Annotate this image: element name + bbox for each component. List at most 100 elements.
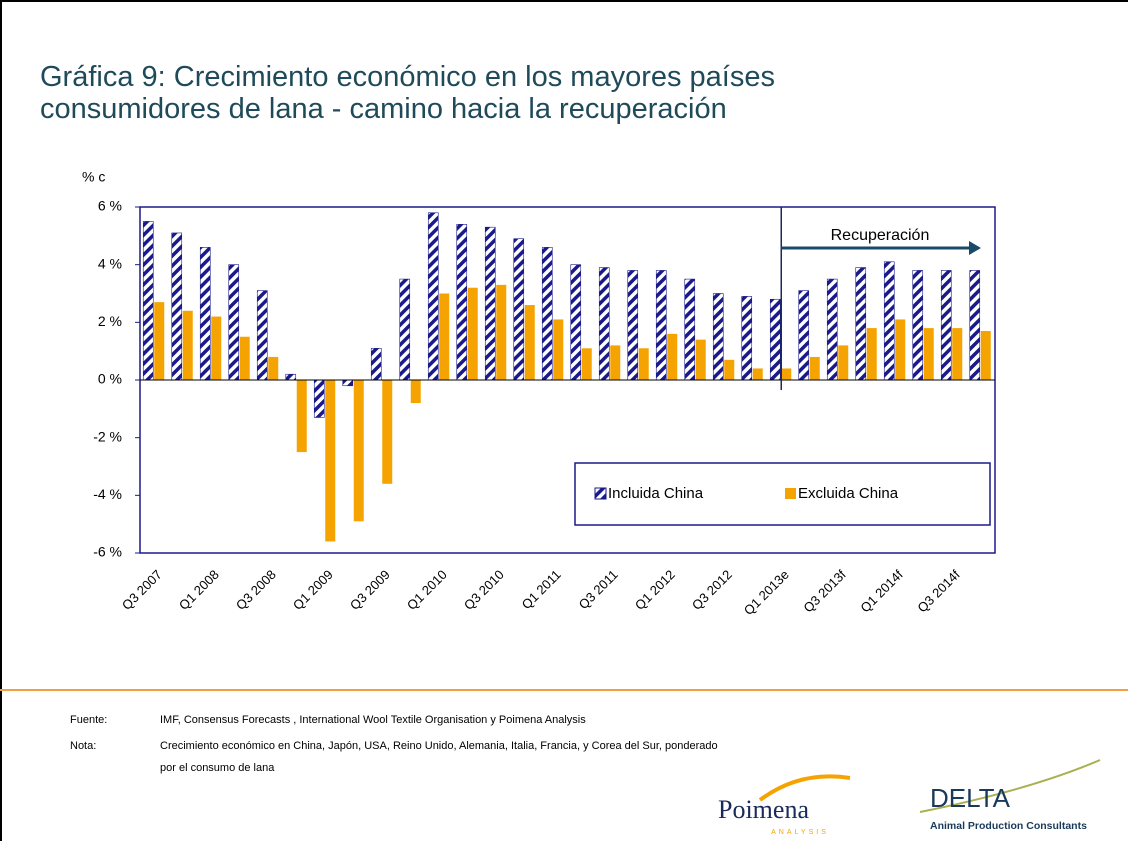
source: IMF, Consensus Forecasts , International… xyxy=(160,714,586,726)
bar xyxy=(342,379,354,387)
x-tick-label: Q3 2012 xyxy=(689,567,735,613)
bar xyxy=(496,284,507,380)
bar xyxy=(370,347,382,381)
bar xyxy=(627,270,639,381)
bar xyxy=(838,345,849,380)
bar xyxy=(912,270,924,381)
bar xyxy=(895,319,906,380)
x-tick-label: Q1 2010 xyxy=(404,567,450,613)
bar xyxy=(752,368,763,380)
bar xyxy=(667,333,678,380)
y-tick-label: 4 % xyxy=(98,255,122,271)
bar xyxy=(154,302,165,380)
bar xyxy=(952,328,963,380)
bar xyxy=(655,270,667,381)
legend-swatch xyxy=(785,488,796,499)
bar xyxy=(211,316,222,380)
bar xyxy=(855,267,867,381)
bar xyxy=(285,373,297,381)
logo-swoosh xyxy=(919,759,1101,813)
bar xyxy=(724,359,735,380)
bar xyxy=(171,232,183,381)
x-tick-label: Q1 2013e xyxy=(741,567,792,618)
bar xyxy=(239,336,250,380)
note-label: Nota: xyxy=(70,740,96,752)
y-axis-label: % c xyxy=(82,169,105,185)
x-tick-label: Q3 2013f xyxy=(800,567,849,616)
bar xyxy=(410,380,421,404)
bar xyxy=(524,305,535,380)
bar xyxy=(467,287,478,380)
bar xyxy=(598,267,610,381)
bar xyxy=(325,380,336,542)
bar xyxy=(798,290,810,381)
logo-poimena-sub: ANALYSIS xyxy=(771,829,829,836)
bar xyxy=(940,270,952,381)
x-tick-label: Q3 2014f xyxy=(914,567,963,616)
bar xyxy=(969,270,981,381)
annotation: Recuperación xyxy=(831,227,930,244)
bar xyxy=(638,348,649,380)
bar xyxy=(268,356,279,380)
bar xyxy=(826,278,838,381)
x-tick-label: Q1 2009 xyxy=(290,567,336,613)
bar xyxy=(228,264,240,381)
x-tick-label: Q1 2014f xyxy=(857,567,906,616)
bar xyxy=(553,319,564,380)
y-tick-label: 0 % xyxy=(98,371,122,387)
chart-title: Gráfica 9: Crecimiento económico en los … xyxy=(40,61,775,93)
bar xyxy=(484,226,496,381)
y-tick-label: -4 % xyxy=(93,486,122,502)
annotation-arrowhead xyxy=(969,241,981,255)
bar xyxy=(142,221,154,381)
bar xyxy=(382,380,393,484)
legend-label: Excluida China xyxy=(798,485,899,502)
bar xyxy=(695,339,706,380)
x-tick-label: Q3 2009 xyxy=(347,567,393,613)
bar xyxy=(541,247,553,381)
bar xyxy=(809,356,820,380)
x-tick-label: Q3 2007 xyxy=(119,567,165,613)
y-tick-label: 2 % xyxy=(98,313,122,329)
bar xyxy=(610,345,621,380)
bar xyxy=(866,328,877,380)
bar xyxy=(353,380,364,522)
logo-delta: DELTA xyxy=(930,783,1011,813)
bar xyxy=(439,293,450,380)
bar xyxy=(427,212,439,381)
bar xyxy=(296,380,307,453)
bar xyxy=(684,278,696,381)
y-tick-label: -6 % xyxy=(93,544,122,560)
bar xyxy=(781,368,792,380)
bar xyxy=(980,330,991,380)
y-tick-label: -2 % xyxy=(93,428,122,444)
bar xyxy=(456,224,468,381)
x-tick-label: Q1 2011 xyxy=(519,567,564,612)
bar xyxy=(769,298,781,381)
x-tick-label: Q1 2008 xyxy=(176,567,222,613)
x-tick-label: Q3 2011 xyxy=(576,567,621,612)
logo-delta-sub: Animal Production Consultants xyxy=(930,820,1087,832)
x-tick-label: Q3 2008 xyxy=(233,567,279,613)
legend-label: Incluida China xyxy=(608,485,704,502)
bar xyxy=(883,261,895,381)
chart-subtitle: consumidores de lana - camino hacia la r… xyxy=(40,93,727,125)
logo-poimena: Poimena xyxy=(718,795,809,824)
legend-swatch xyxy=(594,487,607,500)
logo-swoosh xyxy=(758,774,851,802)
bar xyxy=(399,278,411,381)
bar xyxy=(923,328,934,380)
note: Crecimiento económico en China, Japón, U… xyxy=(160,740,718,752)
source-label: Fuente: xyxy=(70,714,107,726)
x-tick-label: Q1 2012 xyxy=(632,567,678,613)
bar xyxy=(182,310,193,380)
bar xyxy=(256,290,268,381)
note: por el consumo de lana xyxy=(160,762,275,774)
x-tick-label: Q3 2010 xyxy=(461,567,507,613)
y-tick-label: 6 % xyxy=(98,198,122,214)
bar xyxy=(313,379,325,418)
bar xyxy=(712,293,724,381)
bar xyxy=(513,238,525,381)
